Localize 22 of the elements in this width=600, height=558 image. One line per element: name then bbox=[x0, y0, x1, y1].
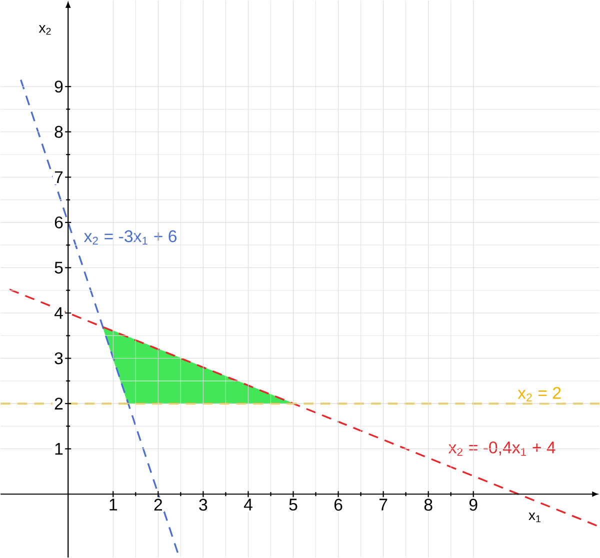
x-tick-label: 2 bbox=[154, 498, 162, 511]
y-tick-label: 2 bbox=[54, 398, 63, 410]
y-tick-label: 4 bbox=[54, 307, 63, 319]
x-tick-label: 5 bbox=[289, 498, 298, 511]
x-tick-label: 7 bbox=[379, 498, 388, 510]
x-tick-label: 6 bbox=[334, 498, 342, 511]
series-label: x$_{2}$ = -3x$_{1}$ + 6 bbox=[84, 230, 176, 245]
y-tick-label: 7 bbox=[54, 171, 63, 183]
x-axis-title: x$_{1}$ bbox=[528, 512, 540, 522]
y-tick-label: 3 bbox=[54, 352, 63, 364]
y-axis-title: x$_{2}$ bbox=[38, 25, 51, 35]
y-tick-label: 5 bbox=[54, 262, 63, 274]
x-tick-label: 4 bbox=[244, 498, 252, 510]
series-label: x$_{2}$ = 2 bbox=[518, 387, 561, 402]
x-tick-label: 3 bbox=[199, 498, 208, 511]
x-tick-label: 1 bbox=[110, 498, 117, 510]
y-tick-label: 9 bbox=[54, 80, 63, 93]
y-tick-label: 6 bbox=[54, 216, 63, 228]
x-tick-label: 9 bbox=[469, 498, 478, 511]
x-tick-label: 8 bbox=[424, 498, 432, 511]
y-tick-label: 1 bbox=[55, 443, 63, 455]
y-tick-label: 8 bbox=[54, 126, 63, 138]
